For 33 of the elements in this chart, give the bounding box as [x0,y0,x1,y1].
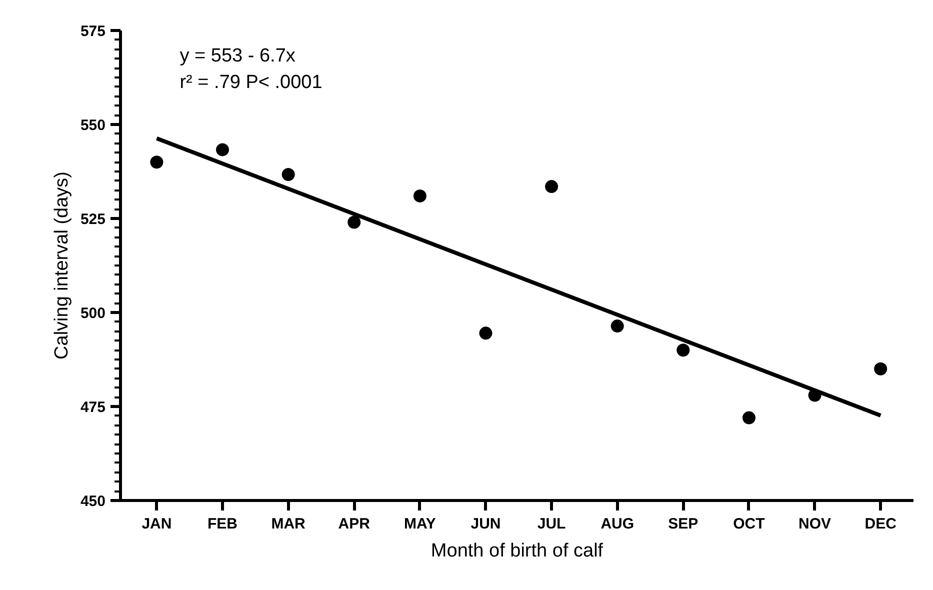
x-tick-label: APR [338,516,370,532]
x-tick-label: DEC [864,516,897,532]
point [610,320,624,333]
y-tick-label: 500 [80,305,106,322]
x-tick-label: MAY [404,516,436,532]
x-tick-label: NOV [798,516,832,532]
y-tick-label: 525 [80,211,106,228]
x-tick-label: AUG [600,516,634,532]
y-tick-label: 450 [80,493,106,510]
x-tick-label: FEB [208,516,238,532]
x-tick-label: JUL [537,516,566,532]
x-tick-label: OCT [733,516,765,532]
annotation: y = 553 - 6.7x [180,46,296,67]
y-tick-label: 550 [80,117,106,134]
point [413,189,426,202]
point [742,411,756,424]
point [545,180,558,194]
annotation: r² = .79 P< .0001 [180,72,322,93]
y-axis-title: Calving interval (days) [51,172,72,360]
point [282,168,295,181]
point [216,143,230,156]
x-tick-label: MAR [271,516,306,532]
y-tick-label: 475 [80,399,106,416]
point [150,156,164,169]
point [348,216,361,229]
point [479,326,492,340]
point [874,362,888,376]
point [676,344,690,357]
x-tick-label: JUN [470,516,501,532]
x-axis-title: Month of birth of calf [430,540,604,562]
x-tick-label: SEP [668,516,698,532]
x-tick-label: JAN [142,516,172,532]
y-tick-label: 575 [80,23,106,40]
